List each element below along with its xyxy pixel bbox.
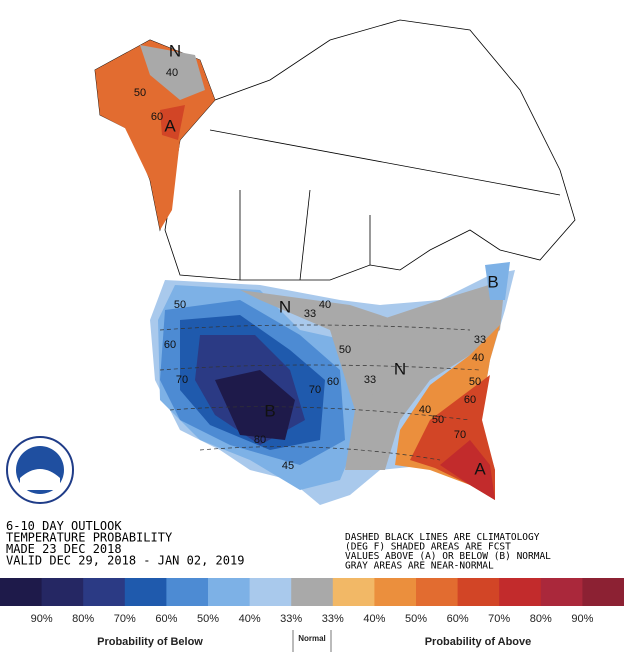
legend-label: 70% (488, 613, 510, 625)
legend-label: 90% (571, 613, 593, 625)
legend-swatch (332, 578, 375, 606)
legend-note: DASHED BLACK LINES ARE CLIMATOLOGY (345, 532, 540, 543)
legend-label: 90% (31, 613, 53, 625)
map-label: 33 (364, 374, 376, 386)
legend-label: 40% (239, 613, 261, 625)
legend-label: 60% (447, 613, 469, 625)
legend-swatch (499, 578, 542, 606)
legend-label: 40% (363, 613, 385, 625)
map-label: N (279, 297, 291, 316)
map-label: N (394, 359, 406, 378)
map-label: 40 (419, 404, 431, 416)
legend-swatch (0, 578, 43, 606)
noaa-logo (6, 436, 74, 504)
map-label: 60 (151, 111, 163, 123)
outlook-info: 6-10 DAY OUTLOOK (6, 519, 122, 533)
legend-swatch (83, 578, 126, 606)
legend-label: 80% (72, 613, 94, 625)
map-label: 60 (464, 394, 476, 406)
legend-note: VALUES ABOVE (A) OR BELOW (B) NORMAL (345, 551, 551, 562)
legend-title: Probability of Above (425, 636, 532, 648)
legend-title: Probability of Below (97, 636, 203, 648)
legend-title: Normal (298, 634, 326, 643)
legend-swatch (208, 578, 251, 606)
map-label: 50 (469, 376, 481, 388)
legend-note: GRAY AREAS ARE NEAR-NORMAL (345, 561, 494, 572)
legend-swatch (166, 578, 209, 606)
legend-label: 50% (197, 613, 219, 625)
legend-label: 80% (530, 613, 552, 625)
legend-note: (DEG F) SHADED AREAS ARE FCST (345, 542, 511, 553)
map-label: 60 (327, 376, 339, 388)
map-label: 40 (472, 352, 484, 364)
legend-swatch (291, 578, 334, 606)
legend-label: 33% (280, 613, 302, 625)
legend-swatch (457, 578, 500, 606)
legend-label: 33% (322, 613, 344, 625)
map-label: 33 (304, 308, 316, 320)
outlook-info: VALID DEC 29, 2018 - JAN 02, 2019 (6, 554, 244, 568)
legend-swatch (41, 578, 84, 606)
legend-swatch (582, 578, 624, 606)
map-label: B (264, 401, 275, 420)
map-label: 50 (339, 344, 351, 356)
forecast-shading (95, 40, 515, 505)
map-label: 70 (454, 429, 466, 441)
map-label: 50 (174, 299, 186, 311)
legend-swatch (416, 578, 459, 606)
map-label: B (487, 272, 498, 291)
map-label: 50 (432, 414, 444, 426)
legend-label: 60% (155, 613, 177, 625)
map-label: 33 (474, 334, 486, 346)
legend-swatch (374, 578, 417, 606)
map-label: 70 (176, 374, 188, 386)
legend-label: 50% (405, 613, 427, 625)
map-label: 40 (319, 299, 331, 311)
map-label: 80 (254, 434, 266, 446)
legend-swatch (540, 578, 583, 606)
map-label: 60 (164, 339, 176, 351)
map-label: N (169, 41, 181, 60)
map-label: 50 (134, 87, 146, 99)
map-label: 45 (282, 460, 294, 472)
map-label: A (474, 459, 486, 478)
legend-swatch (249, 578, 292, 606)
map-label: 70 (309, 384, 321, 396)
map-label: A (164, 116, 176, 135)
outlook-info: TEMPERATURE PROBABILITY (6, 531, 173, 545)
legend-label: 70% (114, 613, 136, 625)
outlook-info: MADE 23 DEC 2018 (6, 542, 122, 556)
climatology-lines (159, 324, 481, 461)
legend-swatch (124, 578, 167, 606)
map-label: 40 (166, 67, 178, 79)
